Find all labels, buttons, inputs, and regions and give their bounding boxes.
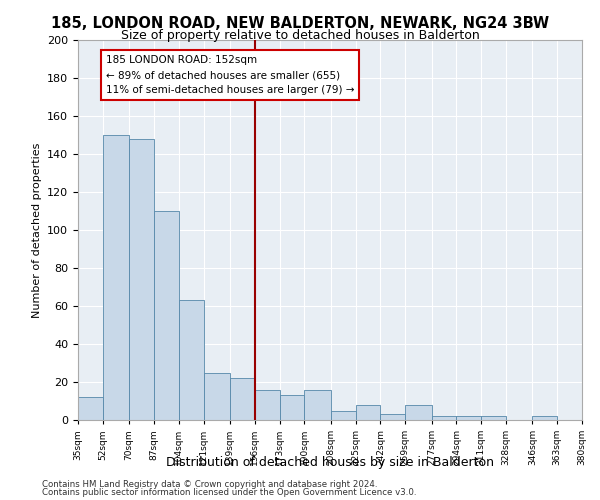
Bar: [380, 414, 405, 420]
Bar: [582, 416, 600, 420]
Bar: [304, 390, 331, 420]
Bar: [154, 211, 179, 420]
Bar: [481, 416, 506, 420]
Bar: [356, 405, 380, 420]
Bar: [405, 405, 431, 420]
Y-axis label: Number of detached properties: Number of detached properties: [32, 142, 41, 318]
Text: 185 LONDON ROAD: 152sqm
← 89% of detached houses are smaller (655)
11% of semi-d: 185 LONDON ROAD: 152sqm ← 89% of detache…: [106, 55, 354, 95]
Text: 185, LONDON ROAD, NEW BALDERTON, NEWARK, NG24 3BW: 185, LONDON ROAD, NEW BALDERTON, NEWARK,…: [51, 16, 549, 31]
Text: Contains public sector information licensed under the Open Government Licence v3: Contains public sector information licen…: [42, 488, 416, 497]
Text: Size of property relative to detached houses in Balderton: Size of property relative to detached ho…: [121, 29, 479, 42]
Bar: [179, 300, 203, 420]
Bar: [203, 372, 230, 420]
Bar: [431, 416, 457, 420]
Bar: [103, 135, 129, 420]
Bar: [78, 397, 103, 420]
Text: Distribution of detached houses by size in Balderton: Distribution of detached houses by size …: [166, 456, 494, 469]
Text: Contains HM Land Registry data © Crown copyright and database right 2024.: Contains HM Land Registry data © Crown c…: [42, 480, 377, 489]
Bar: [457, 416, 481, 420]
Bar: [255, 390, 280, 420]
Bar: [532, 416, 557, 420]
Bar: [129, 139, 154, 420]
Bar: [280, 396, 304, 420]
Bar: [230, 378, 255, 420]
Bar: [331, 410, 356, 420]
